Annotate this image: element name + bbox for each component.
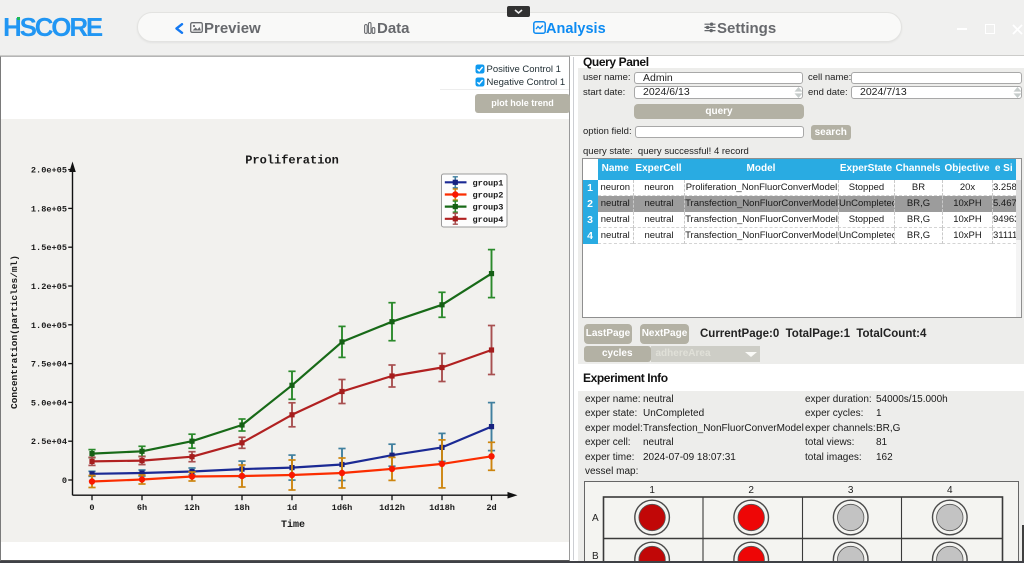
svg-text:2.0e+05: 2.0e+05 bbox=[31, 166, 67, 176]
svg-text:A: A bbox=[592, 513, 599, 524]
svg-text:Proliferation: Proliferation bbox=[245, 154, 339, 168]
svg-text:2: 2 bbox=[748, 485, 754, 496]
svg-text:0: 0 bbox=[62, 476, 67, 486]
svg-text:1d: 1d bbox=[287, 503, 297, 513]
svg-text:4: 4 bbox=[947, 485, 953, 496]
svg-text:1d18h: 1d18h bbox=[429, 503, 455, 513]
svg-text:group2: group2 bbox=[473, 191, 504, 201]
svg-text:6h: 6h bbox=[137, 503, 147, 513]
svg-text:Time: Time bbox=[281, 519, 305, 531]
svg-text:group4: group4 bbox=[473, 215, 504, 225]
svg-text:2d: 2d bbox=[486, 503, 496, 513]
svg-text:2.5e+04: 2.5e+04 bbox=[31, 437, 67, 447]
svg-text:1.5e+05: 1.5e+05 bbox=[31, 243, 67, 253]
svg-text:0: 0 bbox=[89, 503, 94, 513]
svg-text:1.8e+05: 1.8e+05 bbox=[31, 204, 67, 214]
svg-text:1: 1 bbox=[649, 485, 655, 496]
svg-text:1.2e+05: 1.2e+05 bbox=[31, 282, 67, 292]
svg-text:3: 3 bbox=[848, 485, 854, 496]
svg-text:Concentration(particles/ml): Concentration(particles/ml) bbox=[9, 255, 20, 409]
svg-text:group3: group3 bbox=[473, 203, 504, 213]
svg-text:12h: 12h bbox=[184, 503, 199, 513]
svg-text:7.5e+04: 7.5e+04 bbox=[31, 360, 67, 370]
svg-text:1d6h: 1d6h bbox=[332, 503, 353, 513]
svg-text:group1: group1 bbox=[473, 178, 504, 188]
svg-text:B: B bbox=[592, 551, 599, 562]
svg-text:1.0e+05: 1.0e+05 bbox=[31, 321, 67, 331]
svg-text:1d12h: 1d12h bbox=[379, 503, 405, 513]
svg-text:18h: 18h bbox=[234, 503, 249, 513]
svg-text:5.0e+04: 5.0e+04 bbox=[31, 398, 67, 408]
